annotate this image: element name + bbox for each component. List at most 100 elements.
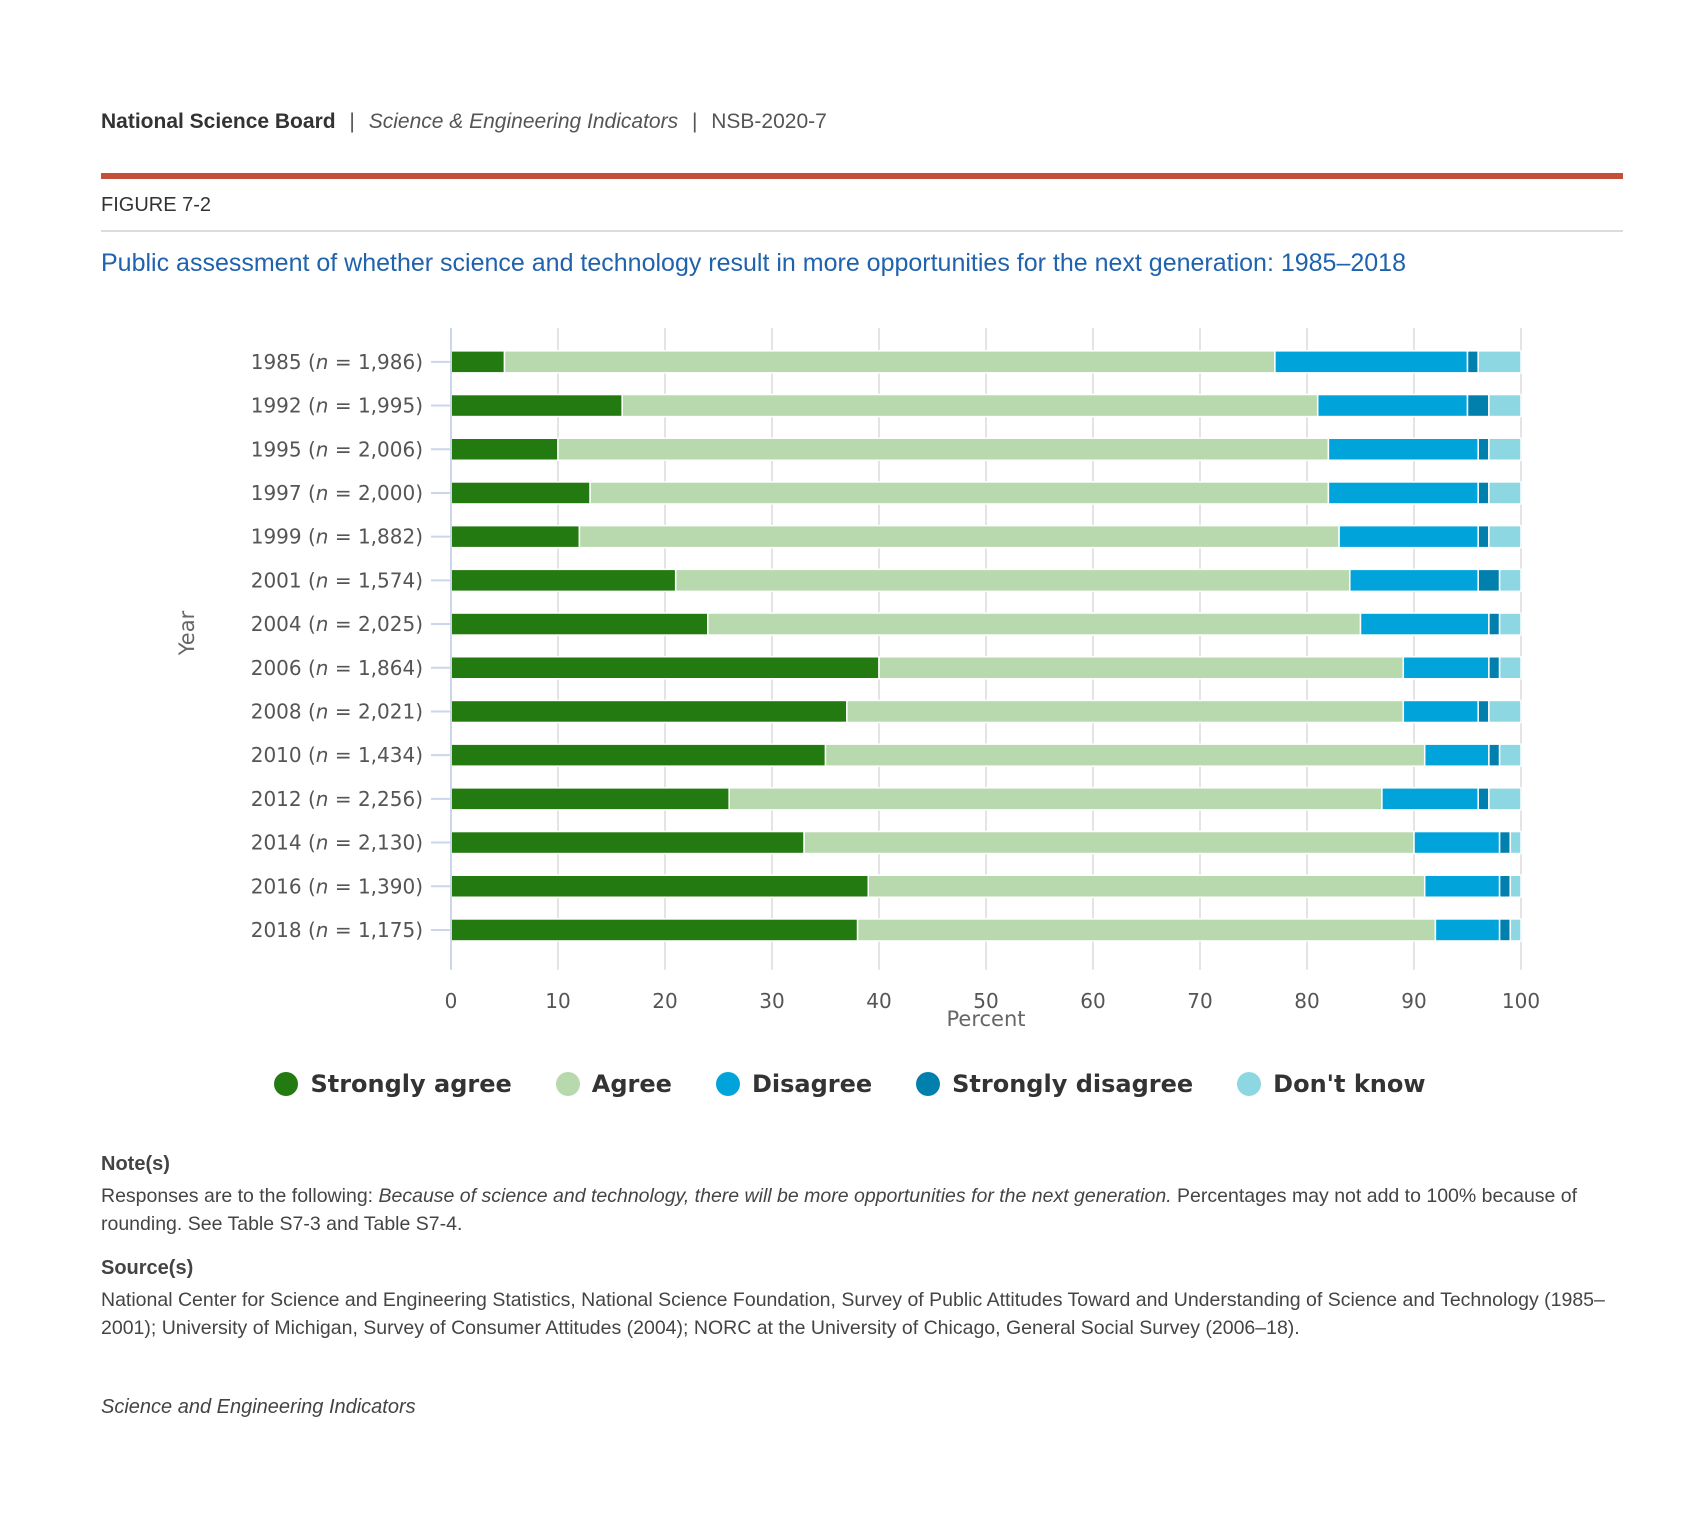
bar-segment-don-t-know [1477,350,1522,374]
bar-segment-don-t-know [1498,656,1522,680]
bar-segment-disagree [1327,437,1479,461]
legend-swatch-icon [274,1072,299,1096]
bar-segment-strongly-disagree [1477,437,1490,461]
bar-segment-strongly-agree [450,743,827,767]
bar-segment-strongly-disagree [1477,699,1490,724]
header-separator: | [349,110,355,133]
bar-segment-agree [503,350,1276,374]
x-tick-label: 90 [1401,989,1426,1013]
bar-segment-strongly-disagree [1498,874,1512,898]
bar-segment-don-t-know [1509,918,1522,942]
y-tick-label: 1992 (n = 1,995) [251,394,423,418]
legend-item[interactable]: Don't know [1237,1070,1426,1098]
bar-segment-strongly-agree [450,699,848,724]
notes-section: Note(s) Responses are to the following: … [101,1150,1631,1358]
header-separator: | [691,110,698,133]
bar-segment-disagree [1274,350,1469,374]
stacked-bar-chart: 1985 (n = 1,986) 1992 (n = 1,995) 1995 (n … [175,328,1540,1031]
bar-segment-strongly-disagree [1477,524,1490,549]
x-axis: 0 10 20 30 40 50 60 70 80 90 100 [445,328,1540,1013]
notes-text: Responses are to the following: Because … [101,1185,1578,1235]
bar-segment-strongly-agree [450,918,859,942]
legend-label: Don't know [1273,1070,1426,1098]
report-code: NSB-2020-7 [711,110,827,133]
bar-segment-agree [557,437,1330,461]
bar-segment-strongly-agree [450,830,805,855]
legend-item[interactable]: Disagree [715,1070,873,1098]
y-tick-label: 1985 (n = 1,986) [251,350,423,374]
accent-divider [101,173,1623,179]
bar-segment-agree [878,656,1405,680]
bar-segment-strongly-agree [450,524,581,549]
chart-title: Public assessment of whether science and… [101,249,1406,277]
bar-segment-strongly-agree [450,656,880,680]
bar-segment-agree [728,787,1383,811]
y-tick-label: 2014 (n = 2,130) [251,831,423,855]
bar-segment-don-t-know [1488,481,1522,505]
bar-segment-don-t-know [1509,874,1522,898]
bar-segment-strongly-disagree [1466,393,1490,418]
bar-segment-disagree [1327,481,1479,505]
y-tick-label: 2016 (n = 1,390) [251,874,423,898]
bars [450,350,1522,942]
bar-segment-don-t-know [1488,787,1522,811]
bar-segment-agree [621,393,1319,418]
bar-segment-strongly-agree [450,481,591,505]
y-tick-label: 1995 (n = 2,006) [251,437,423,461]
bar-segment-strongly-disagree [1498,918,1512,942]
bar-segment-strongly-agree [450,350,506,374]
x-tick-label: 20 [652,989,677,1013]
bar-segment-don-t-know [1488,437,1522,461]
legend-label: Agree [591,1070,672,1098]
bar-segment-disagree [1402,656,1490,680]
x-tick-label: 30 [759,989,784,1013]
footer-text: Science and Engineering Indicators [101,1396,416,1418]
bar-segment-don-t-know [1488,699,1522,724]
legend: Strongly agree Agree Disagree Strongly disa… [0,1070,1700,1098]
x-tick-label: 70 [1187,989,1212,1013]
y-axis: 1985 (n = 1,986) 1992 (n = 1,995) 1995 (n … [251,350,451,942]
bar-segment-strongly-disagree [1477,568,1501,593]
bar-segment-strongly-agree [450,787,730,811]
x-tick-label: 100 [1502,989,1540,1013]
bar-segment-disagree [1423,874,1501,898]
report-header: National Science Board | Science & Engin… [101,110,827,134]
bar-segment-don-t-know [1498,568,1522,593]
notes-heading: Note(s) [101,1153,170,1175]
sources-text: National Center for Science and Engineer… [101,1289,1605,1339]
divider [101,230,1623,232]
y-tick-label: 1997 (n = 2,000) [251,481,423,505]
y-tick-label: 2006 (n = 1,864) [251,656,423,680]
legend-label: Disagree [751,1070,873,1098]
legend-item[interactable]: Strongly disagree [916,1070,1193,1098]
x-tick-label: 0 [445,989,458,1013]
bar-segment-agree [578,524,1340,549]
sources-heading: Source(s) [101,1257,194,1279]
legend-item[interactable]: Agree [555,1070,672,1098]
bar-segment-strongly-agree [450,874,870,898]
y-tick-label: 2010 (n = 1,434) [251,743,423,767]
bar-segment-disagree [1338,524,1479,549]
bar-segment-strongly-agree [450,437,559,461]
gridlines [557,328,1522,970]
bar-segment-strongly-disagree [1488,656,1501,680]
y-tick-label: 2004 (n = 2,025) [251,612,423,636]
y-tick-label: 2008 (n = 2,021) [251,699,423,723]
y-axis-title: Year [175,610,199,656]
x-tick-label: 60 [1080,989,1105,1013]
bar-segment-agree [589,481,1330,505]
bar-segment-disagree [1402,699,1479,724]
bar-segment-don-t-know [1509,830,1522,855]
x-tick-label: 10 [545,989,570,1013]
bar-segment-don-t-know [1488,393,1522,418]
bar-segment-disagree [1423,743,1490,767]
bar-segment-strongly-disagree [1498,830,1512,855]
legend-item[interactable]: Strongly agree [274,1070,512,1098]
x-tick-label: 80 [1294,989,1319,1013]
legend-swatch-icon [1237,1072,1262,1096]
legend-swatch-icon [715,1072,740,1096]
bar-segment-strongly-agree [450,393,623,418]
bar-segment-strongly-disagree [1488,612,1501,636]
bar-segment-strongly-disagree [1466,350,1479,374]
bar-segment-disagree [1349,568,1479,593]
